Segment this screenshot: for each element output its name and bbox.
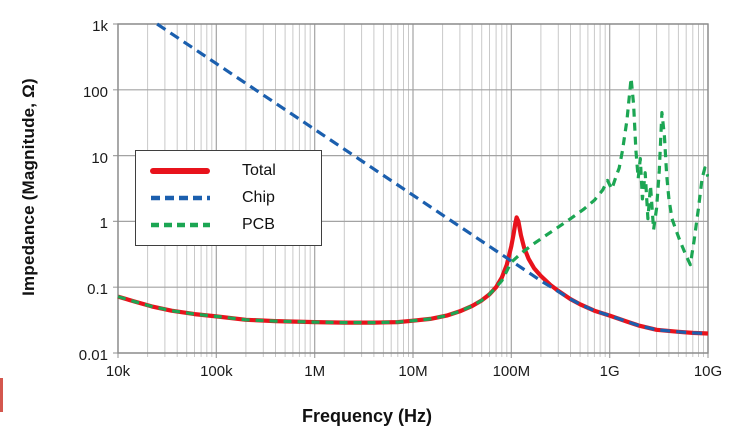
left-edge-artifact [0, 378, 3, 412]
chip-line-swatch [151, 195, 210, 201]
legend-label-chip: Chip [242, 188, 275, 206]
x-tick-label: 1G [599, 363, 620, 380]
legend-item-chip: Chip [136, 184, 321, 211]
x-axis-title: Frequency (Hz) [301, 406, 433, 426]
y-axis-title: Impedance (Magnitude, Ω) [19, 78, 38, 296]
series-chip-line [156, 22, 709, 336]
y-tick-label: 1k [92, 18, 108, 35]
legend-label-total: Total [242, 161, 276, 179]
x-tick-label: 1M [304, 363, 326, 380]
x-tick-label: 10G [693, 363, 723, 380]
y-tick-label: 0.01 [78, 347, 108, 364]
y-tick-label: 1 [99, 215, 108, 233]
legend-item-pcb: PCB [136, 212, 321, 239]
chart-legend: Total Chip PCB [135, 150, 322, 246]
legend-item-total: Total [136, 157, 321, 184]
x-tick-label: 100k [200, 363, 233, 380]
series-pcb-line [117, 76, 709, 325]
x-tick-label: 10k [105, 363, 131, 380]
y-tick-label: 0.1 [87, 281, 108, 299]
pcb-line-swatch [151, 223, 210, 228]
total-line-swatch [150, 167, 210, 174]
x-tick-label: 10M [398, 363, 428, 380]
y-tick-label: 10 [91, 149, 108, 167]
y-tick-label: 100 [82, 83, 108, 101]
legend-label-pcb: PCB [242, 216, 275, 234]
x-tick-label: 100M [492, 363, 531, 380]
